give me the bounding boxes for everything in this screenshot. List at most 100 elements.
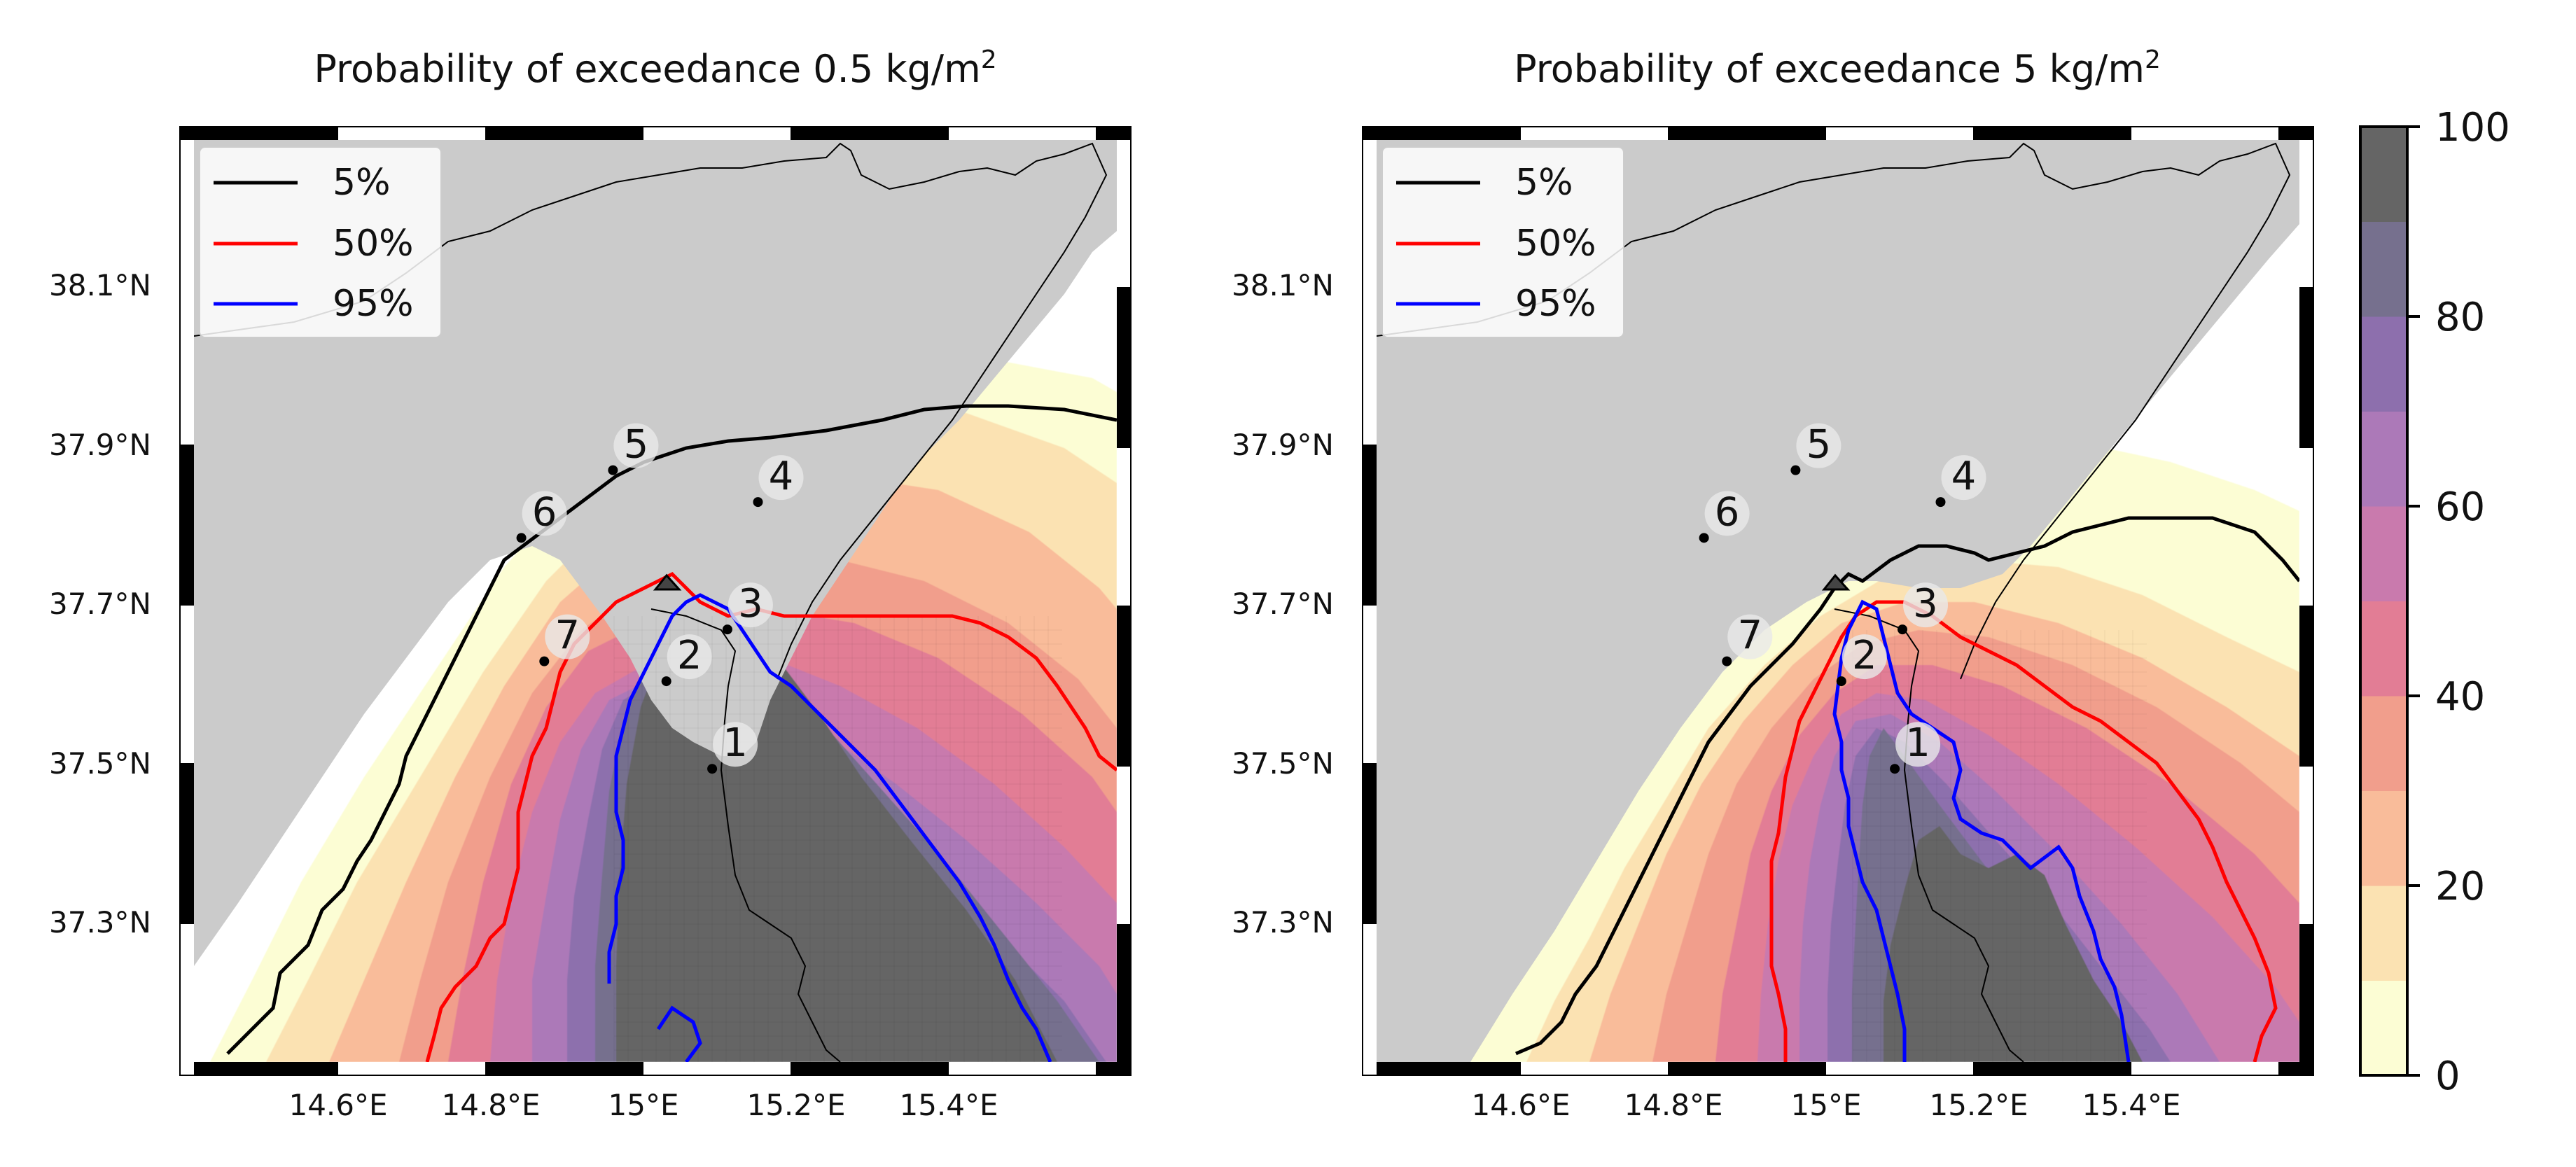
colorbar-band: [2360, 411, 2407, 507]
colorbar-band: [2360, 221, 2407, 317]
locality-dot: [1722, 656, 1732, 666]
lat-tick-label: 37.5°N: [1232, 746, 1334, 781]
locality-label-bg: [545, 614, 590, 659]
grid-texture: [1852, 630, 2147, 1062]
lon-tick-label: 14.6°E: [288, 1088, 387, 1122]
lon-tick-label: 14.6°E: [1471, 1088, 1570, 1122]
locality-label: 3: [738, 581, 763, 627]
band-90-100: [1884, 826, 2143, 1062]
locality-point-1: 1: [707, 720, 758, 774]
locality-label: 2: [1852, 633, 1877, 678]
lon-tick-label: 15.2°E: [746, 1088, 845, 1122]
locality-label-bg: [713, 722, 758, 767]
locality-point-7: 7: [1722, 613, 1773, 666]
locality-label-bg: [667, 634, 712, 680]
map-area: 123 4 5 6 7: [1377, 140, 2299, 1062]
locality-label: 5: [1806, 422, 1832, 468]
colorbar-band: [2360, 790, 2407, 886]
colorbar-band: [2360, 506, 2407, 601]
map-frame-ticks: [180, 127, 1131, 1075]
locality-label: 6: [1715, 489, 1740, 535]
vent-triangle: [653, 573, 682, 591]
lon-tick-label: 14.8°E: [441, 1088, 540, 1122]
locality-point-7: 7: [539, 613, 590, 666]
colorbar-bands: [2360, 127, 2407, 1076]
locality-point-4: 4: [753, 454, 804, 508]
lon-tick-label: 14.8°E: [1624, 1088, 1722, 1122]
lat-tick-label: 37.7°N: [1232, 587, 1334, 621]
locality-label-bg: [1941, 455, 1986, 501]
panel-title: Probability of exceedance 0.5 kg/m2: [314, 46, 996, 92]
colorbar-tick-label: 60: [2435, 484, 2485, 530]
locality-point-6: 6: [1699, 489, 1750, 543]
locality-label: 7: [1737, 613, 1762, 659]
locality-dot: [753, 497, 763, 508]
locality-dot: [1790, 465, 1801, 475]
legend-label-5: 5%: [1515, 162, 1573, 204]
legend-label-5: 5%: [333, 162, 391, 204]
legend: 5% 50% 95%: [1381, 146, 1624, 338]
lon-tick-labels: 14.6°E 14.8°E 15°E 15.2°E 15.4°E: [1471, 1088, 2180, 1122]
locality-label: 5: [624, 422, 649, 468]
land-calabria: [194, 140, 1117, 966]
lon-tick-label: 15°E: [608, 1088, 679, 1122]
locality-label: 4: [769, 454, 794, 499]
locality-point-5: 5: [608, 422, 659, 475]
lat-tick-label: 37.3°N: [49, 905, 151, 939]
locality-label: 3: [1913, 581, 1938, 627]
locality-dot: [722, 624, 732, 635]
locality-dot: [516, 533, 527, 543]
locality-label-bg: [1704, 491, 1750, 536]
locality-point-1: 1: [1890, 720, 1941, 774]
locality-label: 2: [677, 633, 702, 678]
locality-dot: [1699, 533, 1709, 543]
map-area: 123 4 5 6 7: [194, 140, 1117, 1062]
map-panel-right: Probability of exceedance 5 kg/m2: [1232, 46, 2314, 1122]
legend-label-95: 95%: [333, 283, 414, 325]
lat-tick-label: 37.9°N: [1232, 428, 1334, 462]
map-frame-ticks: [1363, 127, 2313, 1075]
legend-label-50: 50%: [1515, 223, 1596, 265]
colorbar-tick-label: 0: [2435, 1054, 2460, 1099]
locality-dot: [1836, 676, 1846, 687]
lon-tick-label: 15.4°E: [2082, 1088, 2180, 1122]
contour-5pct: [1515, 516, 2299, 1056]
colorbar-band: [2360, 696, 2407, 791]
lat-tick-label: 37.7°N: [49, 587, 151, 621]
lon-tick-labels: 14.6°E 14.8°E 15°E 15.2°E 15.4°E: [288, 1088, 998, 1122]
locality-label: 7: [555, 613, 580, 659]
colorbar-band: [2360, 886, 2407, 981]
locality-label-bg: [1796, 423, 1842, 468]
coastline-calabria: [194, 142, 1108, 680]
locality-label-bg: [1727, 614, 1773, 659]
colorbar-band: [2360, 601, 2407, 697]
locality-dot: [707, 764, 718, 774]
colorbar-tick-label: 40: [2435, 674, 2485, 720]
locality-point-3: 3: [722, 581, 773, 635]
legend-label-50: 50%: [333, 223, 414, 265]
land-calabria: [1377, 140, 2299, 1062]
locality-dot: [1898, 624, 1907, 635]
locality-label-bg: [1842, 634, 1887, 680]
locality-dot: [1935, 497, 1946, 508]
lat-tick-label: 37.9°N: [49, 428, 151, 462]
locality-dot: [661, 676, 671, 687]
locality-dot: [539, 656, 550, 666]
panel-title: Probability of exceedance 5 kg/m2: [1514, 46, 2161, 92]
lon-tick-label: 15°E: [1791, 1088, 1862, 1122]
legend-label-95: 95%: [1515, 283, 1596, 325]
map-panel-left: Probability of exceedance 0.5 kg/m2: [49, 46, 1132, 1122]
contour-50pct: [425, 571, 1117, 1062]
locality-point-2: 2: [1836, 633, 1887, 687]
locality-point-2: 2: [661, 633, 712, 687]
locality-label-bg: [758, 455, 804, 501]
colorbar-band: [2360, 316, 2407, 412]
lon-tick-label: 15.4°E: [899, 1088, 998, 1122]
lat-tick-label: 37.5°N: [49, 746, 151, 781]
colorbar-frame: [2359, 125, 2409, 1077]
contour-95pct: [607, 593, 1052, 1062]
vent-triangle: [1821, 573, 1851, 591]
grid-texture: [613, 616, 1062, 1062]
locality-label: 1: [1905, 720, 1930, 766]
locality-label: 1: [723, 720, 748, 766]
